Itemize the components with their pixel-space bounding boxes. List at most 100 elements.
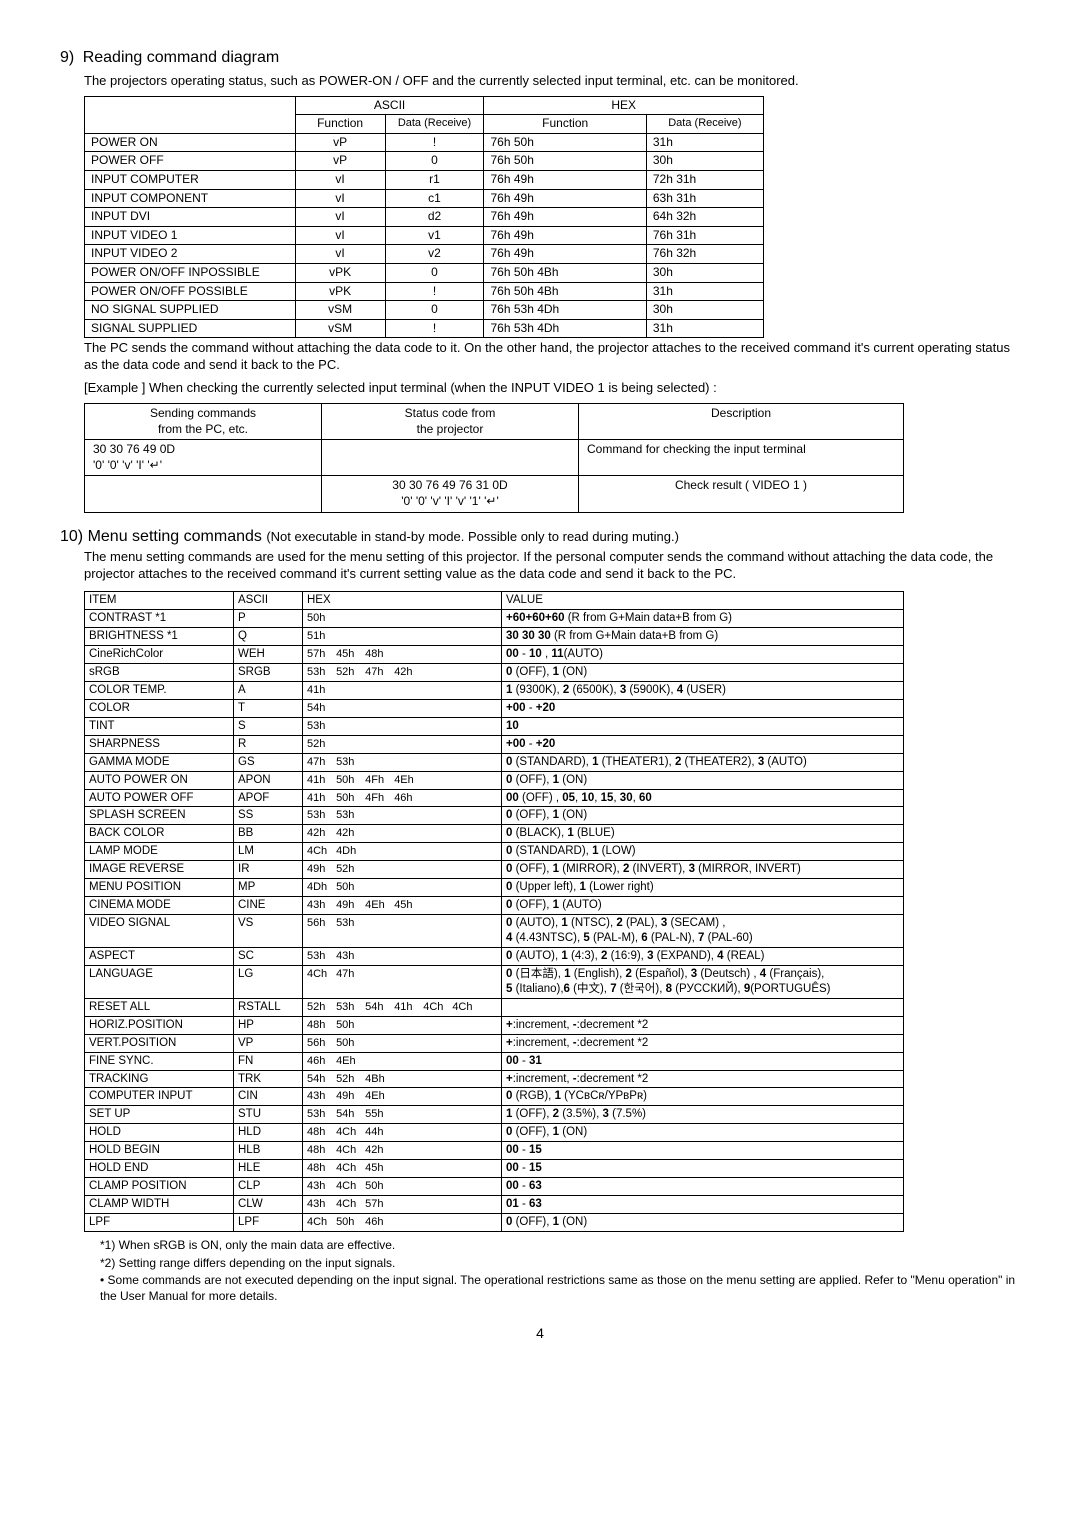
t3-item: IMAGE REVERSE [85,861,234,879]
t3-hex: 43h 49h 4Eh [303,1088,502,1106]
t3-value: 10 [502,717,904,735]
t1-name: POWER ON/OFF INPOSSIBLE [85,264,296,283]
ex-r2c3: Check result ( VIDEO 1 ) [579,476,904,512]
t3-hex: 52h [303,735,502,753]
t1-name: INPUT VIDEO 2 [85,245,296,264]
t3-item: CLAMP WIDTH [85,1196,234,1214]
t3-ascii: HLE [234,1160,303,1178]
t1-af: vP [295,133,385,152]
t1-af: vPK [295,264,385,283]
t3-value: +00 - +20 [502,735,904,753]
t1-af: vI [295,208,385,227]
t3-hex: 53h 54h 55h [303,1106,502,1124]
ex-h3: Description [579,404,904,440]
t1-hf: 76h 53h 4Dh [484,301,646,320]
t3-ascii: FN [234,1052,303,1070]
t3-hex: 52h 53h 54h 41h 4Ch 4Ch [303,998,502,1016]
t3-ascii: S [234,717,303,735]
t3-value: 1 (9300K), 2 (6500K), 3 (5900K), 4 (USER… [502,681,904,699]
t3-value: +00 - +20 [502,699,904,717]
t3-value: 30 30 30 (R from G+Main data+B from G) [502,628,904,646]
t1-hex-header: HEX [484,96,764,115]
t3-hex: 41h 50h 4Fh 4Eh [303,771,502,789]
t3-item: HOLD BEGIN [85,1142,234,1160]
t3-item: SHARPNESS [85,735,234,753]
t3-item: VERT.POSITION [85,1034,234,1052]
t3-hex: 51h [303,628,502,646]
t3-item: SET UP [85,1106,234,1124]
t3-value: 0 (OFF), 1 (ON) [502,771,904,789]
t3-hex: 4Ch 50h 46h [303,1214,502,1232]
t3-item: GAMMA MODE [85,753,234,771]
t3-item: VIDEO SIGNAL [85,915,234,948]
t3-ascii: WEH [234,646,303,664]
ex-h2: Status code from the projector [322,404,579,440]
t3-hex: 53h 43h [303,947,502,965]
t3-ascii: BB [234,825,303,843]
t1-hd: 31h [646,133,763,152]
t1-ad: d2 [385,208,484,227]
t3-hex: 47h 53h [303,753,502,771]
t3-value: 00 - 63 [502,1178,904,1196]
t1-ad: v1 [385,226,484,245]
t3-ascii: A [234,681,303,699]
t3-value: 0 (OFF), 1 (ON) [502,1214,904,1232]
t1-ad: r1 [385,171,484,190]
t1-name: POWER ON/OFF POSSIBLE [85,282,296,301]
t3-value: 0 (OFF), 1 (ON) [502,663,904,681]
t1-hd: 31h [646,319,763,338]
t1-hd: 31h [646,282,763,301]
t3-ascii: GS [234,753,303,771]
t3-item: COLOR [85,699,234,717]
t1-fn2: Function [484,115,646,134]
t3-hex: 43h 49h 4Eh 45h [303,897,502,915]
t1-ascii-header: ASCII [295,96,484,115]
t3-value: 01 - 63 [502,1196,904,1214]
t3-hex: 57h 45h 48h [303,646,502,664]
section9-after1: The PC sends the command without attachi… [84,340,1020,374]
t3-value: +60+60+60 (R from G+Main data+B from G) [502,610,904,628]
t1-hd: 76h 31h [646,226,763,245]
t3-item: HOLD [85,1124,234,1142]
t3-ascii: CLP [234,1178,303,1196]
section10-desc: The menu setting commands are used for t… [84,549,1020,583]
section10-titlerest: (Not executable in stand-by mode. Possib… [266,529,679,544]
ex-r2c1 [85,476,322,512]
t3-value: 00 - 15 [502,1142,904,1160]
t1-name: POWER ON [85,133,296,152]
t3-item: COLOR TEMP. [85,681,234,699]
t3-ascii: HLD [234,1124,303,1142]
t1-hd: 63h 31h [646,189,763,208]
t3-ascii: CIN [234,1088,303,1106]
t3-hex: 4Dh 50h [303,879,502,897]
t1-name: INPUT COMPONENT [85,189,296,208]
t3-item: HOLD END [85,1160,234,1178]
t3-ascii: MP [234,879,303,897]
t1-hf: 76h 50h 4Bh [484,282,646,301]
t3-ascii: RSTALL [234,998,303,1016]
t3-value: +:increment, -:decrement *2 [502,1016,904,1034]
note1: *1) When sRGB is ON, only the main data … [100,1238,1020,1254]
ex-r2c2a: 30 30 76 49 76 31 0D [330,478,570,494]
t3-h-value: VALUE [502,592,904,610]
t3-hex: 48h 4Ch 42h [303,1142,502,1160]
ex-r1c1a: 30 30 76 49 0D [93,442,313,458]
t3-ascii: APOF [234,789,303,807]
t3-item: LPF [85,1214,234,1232]
t3-item: BRIGHTNESS *1 [85,628,234,646]
ex-r1c3: Command for checking the input terminal [579,440,904,476]
t3-hex: 4Ch 4Dh [303,843,502,861]
t3-ascii: CLW [234,1196,303,1214]
t1-af: vP [295,152,385,171]
t1-hd: 30h [646,152,763,171]
t1-hd: 64h 32h [646,208,763,227]
t3-hex: 54h [303,699,502,717]
t3-value: 0 (RGB), 1 (YCвCʀ/YPвPʀ) [502,1088,904,1106]
t3-ascii: LG [234,965,303,998]
t3-item: HORIZ.POSITION [85,1016,234,1034]
t3-ascii: HLB [234,1142,303,1160]
t3-ascii: R [234,735,303,753]
t3-item: CineRichColor [85,646,234,664]
t1-hf: 76h 53h 4Dh [484,319,646,338]
t1-hd: 30h [646,264,763,283]
